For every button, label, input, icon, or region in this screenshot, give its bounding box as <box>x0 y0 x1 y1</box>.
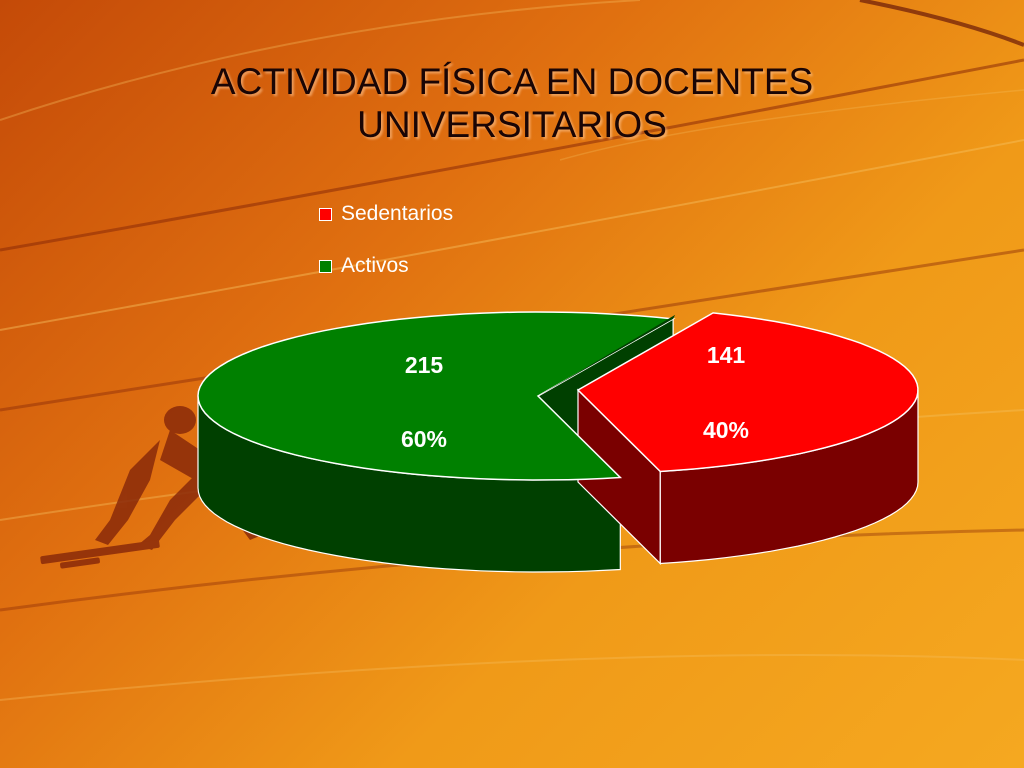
legend-label-sedentarios: Sedentarios <box>341 202 454 225</box>
legend-item-activos: Activos <box>319 253 453 279</box>
legend-swatch-activos <box>319 259 332 273</box>
chart-legend: Sedentarios Activos <box>319 201 453 305</box>
data-label-percent-sedentarios: 40% <box>703 417 749 443</box>
legend-swatch-sedentarios <box>319 207 332 221</box>
slide-title: ACTIVIDAD FÍSICA EN DOCENTES UNIVERSITAR… <box>112 60 912 146</box>
data-label-value-sedentarios: 141 <box>707 342 746 368</box>
title-line-2: UNIVERSITARIOS <box>357 104 667 145</box>
data-label-percent-activos: 60% <box>401 426 447 452</box>
legend-item-sedentarios: Sedentarios <box>319 201 453 227</box>
legend-label-activos: Activos <box>341 254 409 277</box>
pie-slice-sedentarios <box>576 312 919 473</box>
pie-slice-activos <box>197 311 676 481</box>
pie-inner-face-activos <box>538 314 676 396</box>
title-line-1: ACTIVIDAD FÍSICA EN DOCENTES <box>210 61 814 102</box>
data-label-value-activos: 215 <box>405 352 444 378</box>
